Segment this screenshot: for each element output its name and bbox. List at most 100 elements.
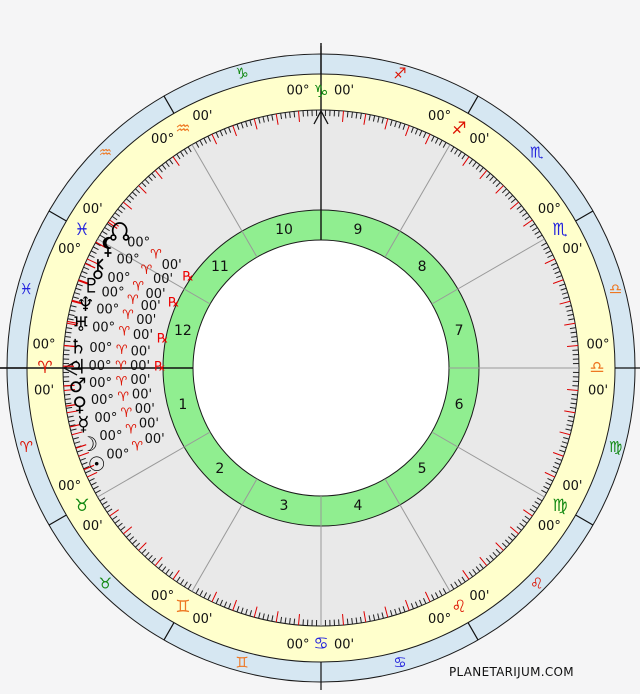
cusp-minute-pisces: 00' [83, 202, 103, 217]
retrograde-mark-jupiter: ℞ [154, 359, 166, 374]
cusp-degree-libra: 00° [586, 338, 609, 353]
house-number-11: 11 [211, 259, 229, 275]
sign-glyph-aries-outer: ♈ [20, 438, 33, 456]
planet-degree-venus: 00° [91, 393, 114, 408]
planet-minute-venus: 00' [132, 387, 152, 402]
planet-degree-pluto: 00° [102, 286, 125, 301]
sign-glyph-gemini-cusp: ♊ [175, 597, 190, 617]
planet-sign-lilith: ♈ [141, 263, 153, 278]
planet-degree-neptune: 00° [96, 303, 119, 318]
planet-glyph-uranus: ♅ [72, 312, 90, 336]
cusp-degree-leo: 00° [428, 612, 451, 627]
planet-degree-mars: 00° [89, 376, 112, 391]
planet-degree-north-node: 00° [127, 236, 150, 251]
planet-degree-moon: 00° [99, 429, 122, 444]
sign-glyph-sagittarius-outer: ♐ [393, 64, 406, 82]
planet-sign-pluto: ♈ [127, 293, 139, 308]
sign-glyph-virgo-cusp: ♍ [552, 496, 567, 516]
degree-tick [347, 619, 348, 625]
cusp-degree-sagittarius: 00° [428, 109, 451, 124]
sign-glyph-taurus-outer: ♉ [99, 575, 112, 593]
sign-glyph-aries-cusp: ♈ [37, 358, 52, 378]
sign-glyph-pisces-cusp: ♓ [74, 220, 89, 240]
planet-sign-sun: ♈ [131, 439, 143, 454]
house-number-4: 4 [354, 498, 363, 514]
sign-glyph-capricorn-cusp: ♑ [313, 82, 328, 102]
cusp-degree-gemini: 00° [151, 589, 174, 604]
degree-tick [294, 111, 295, 117]
planet-minute-jupiter: 00' [130, 359, 150, 374]
cusp-degree-capricorn: 00° [286, 84, 309, 99]
planet-sign-north-node: ♈ [150, 248, 162, 263]
planet-glyph-sun: ☉ [88, 452, 106, 476]
planet-sign-moon: ♈ [125, 423, 137, 438]
cusp-degree-virgo: 00° [538, 519, 561, 534]
sign-glyph-aquarius-cusp: ♒ [175, 119, 190, 139]
planet-minute-mars: 00' [130, 373, 150, 388]
sign-glyph-aquarius-outer: ♒ [99, 143, 112, 161]
sign-glyph-scorpio-outer: ♏ [530, 143, 544, 161]
retrograde-mark-uranus: ℞ [157, 331, 169, 346]
chart-center [193, 240, 449, 496]
planet-sign-venus: ♈ [117, 390, 129, 405]
degree-tick [572, 341, 578, 342]
planet-minute-mercury: 00' [135, 402, 155, 417]
planet-sign-jupiter: ♈ [115, 359, 127, 374]
sign-glyph-scorpio-cusp: ♏ [552, 220, 567, 240]
planet-sign-mercury: ♈ [120, 406, 132, 421]
degree-tick [347, 111, 348, 117]
retrograde-mark-north-node: ℞ [182, 270, 194, 285]
planet-degree-lilith: 00° [117, 253, 140, 268]
house-number-5: 5 [418, 461, 427, 477]
house-number-3: 3 [280, 498, 289, 514]
planet-minute-neptune: 00' [136, 313, 156, 328]
planet-minute-pluto: 00' [141, 299, 161, 314]
house-number-12: 12 [174, 323, 192, 339]
planet-minute-saturn: 00' [131, 345, 151, 360]
planet-minute-moon: 00' [139, 417, 159, 432]
sign-glyph-pisces-outer: ♓ [20, 280, 33, 298]
cusp-minute-sagittarius: 00' [469, 132, 489, 147]
cusp-minute-cancer: 00' [334, 638, 354, 653]
cusp-minute-scorpio: 00' [562, 242, 582, 257]
sign-glyph-cancer-outer: ♋ [393, 654, 406, 672]
site-watermark: PLANETARIJUM.COM [449, 665, 574, 679]
planet-degree-saturn: 00° [89, 341, 112, 356]
cusp-degree-taurus: 00° [58, 479, 81, 494]
planet-degree-sun: 00° [106, 448, 129, 463]
cusp-minute-leo: 00' [469, 589, 489, 604]
sign-glyph-virgo-outer: ♍ [609, 438, 622, 456]
planet-degree-mercury: 00° [94, 411, 117, 426]
planet-minute-sun: 00' [145, 432, 165, 447]
cusp-degree-pisces: 00° [58, 242, 81, 257]
house-number-1: 1 [178, 397, 187, 413]
sign-glyph-sagittarius-cusp: ♐ [451, 119, 466, 139]
planet-minute-north-node: 00' [162, 258, 182, 273]
sign-glyph-capricorn-outer: ♑ [235, 64, 248, 82]
planet-sign-saturn: ♈ [116, 343, 128, 358]
planet-sign-mars: ♈ [116, 374, 128, 389]
sign-glyph-leo-outer: ♌ [530, 575, 543, 593]
cusp-minute-capricorn: 00' [334, 84, 354, 99]
sign-glyph-libra-cusp: ♎ [589, 358, 604, 378]
cusp-minute-taurus: 00' [83, 519, 103, 534]
house-number-7: 7 [455, 323, 464, 339]
cusp-minute-aquarius: 00' [192, 109, 212, 124]
planet-degree-uranus: 00° [92, 321, 115, 336]
planet-sign-neptune: ♈ [122, 308, 134, 323]
planet-degree-jupiter: 00° [88, 359, 111, 374]
cusp-minute-libra: 00' [588, 384, 608, 399]
cusp-degree-cancer: 00° [286, 638, 309, 653]
planet-minute-uranus: 00' [133, 328, 153, 343]
house-number-8: 8 [418, 259, 427, 275]
house-number-6: 6 [455, 397, 464, 413]
cusp-minute-virgo: 00' [562, 479, 582, 494]
retrograde-mark-chiron: ℞ [168, 295, 180, 310]
cusp-minute-gemini: 00' [192, 612, 212, 627]
cusp-degree-aquarius: 00° [151, 132, 174, 147]
cusp-degree-scorpio: 00° [538, 202, 561, 217]
degree-tick [294, 619, 295, 625]
house-number-2: 2 [215, 461, 224, 477]
